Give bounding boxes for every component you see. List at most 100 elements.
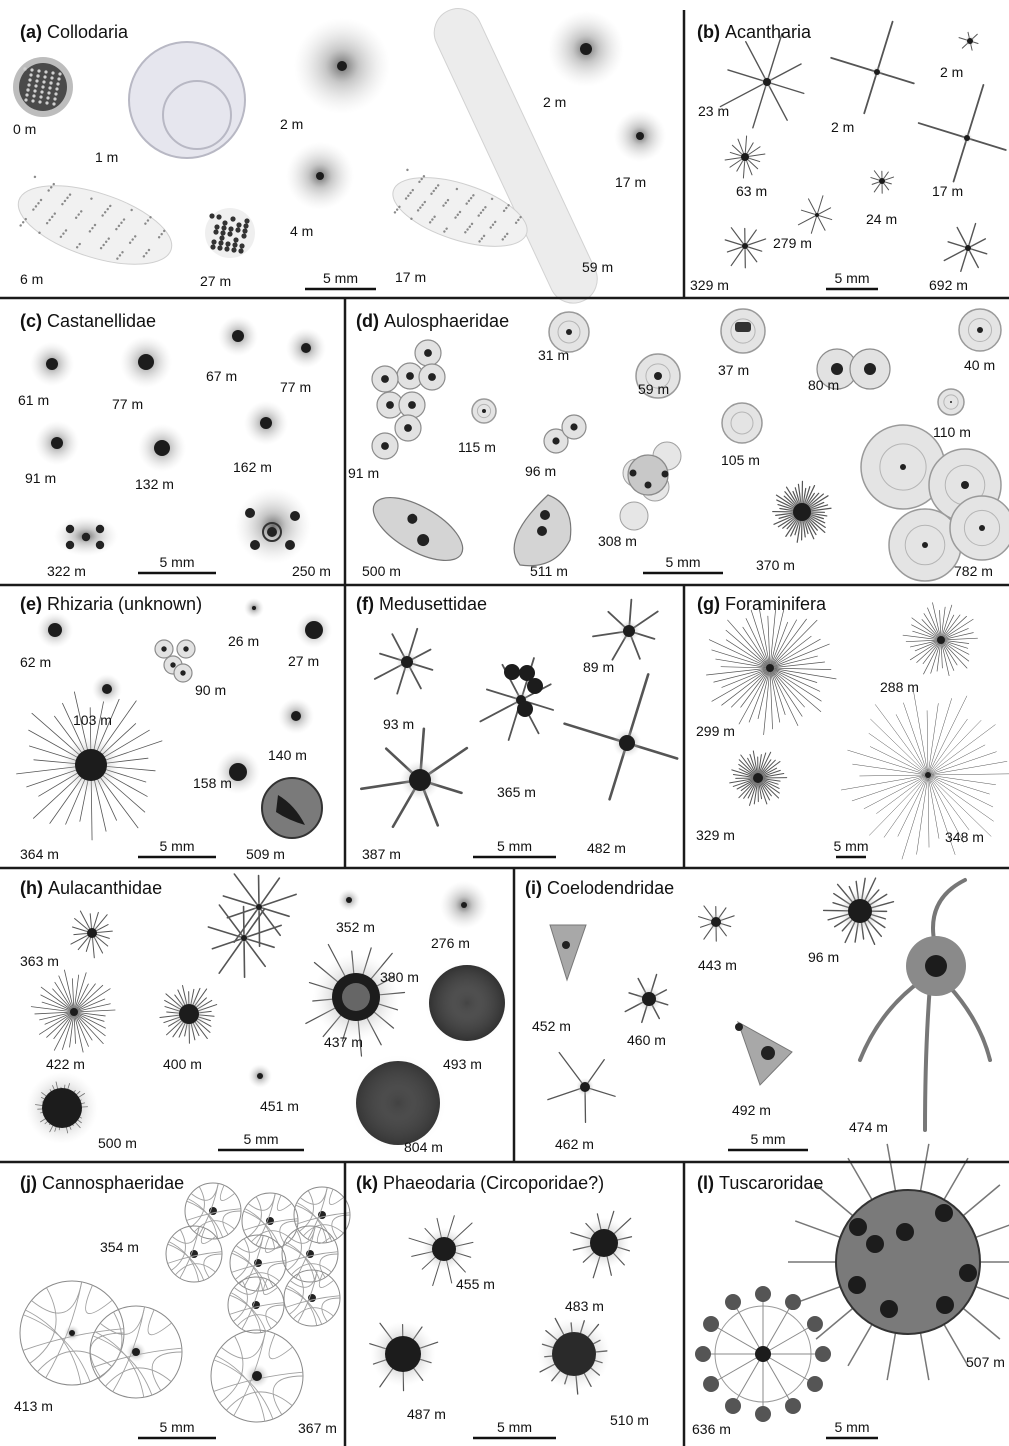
scale-bar-label: 5 mm	[160, 554, 195, 570]
scale-bar-label: 5 mm	[497, 838, 532, 854]
organism	[392, 168, 528, 247]
organism	[207, 904, 282, 979]
organism	[305, 943, 406, 1057]
depth-label: 348 m	[945, 829, 984, 845]
organism	[902, 602, 978, 677]
organism	[293, 1186, 351, 1244]
panel-letter: (d)	[356, 311, 379, 331]
panel-letter: (c)	[20, 311, 42, 331]
depth-label: 363 m	[20, 953, 59, 969]
organism	[286, 328, 326, 368]
depth-label: 27 m	[200, 273, 231, 289]
organism	[128, 41, 246, 159]
organism	[937, 388, 965, 416]
panel-name: Aulacanthidae	[48, 878, 162, 898]
organism	[870, 170, 895, 194]
depth-label: 443 m	[698, 957, 737, 973]
panel-name: Foraminifera	[725, 594, 827, 614]
depth-label: 509 m	[246, 846, 285, 862]
panel-letter: (j)	[20, 1173, 37, 1193]
depth-label: 370 m	[756, 557, 795, 573]
organism	[888, 508, 962, 582]
depth-label: 487 m	[407, 1406, 446, 1422]
panel-name: Medusettidae	[379, 594, 487, 614]
depth-label: 40 m	[964, 357, 995, 373]
depth-label: 507 m	[966, 1354, 1005, 1370]
depth-label: 500 m	[98, 1135, 137, 1151]
organism	[425, 961, 509, 1045]
panel-letter: (l)	[697, 1173, 714, 1193]
organism	[372, 496, 464, 562]
organism	[479, 657, 554, 741]
depth-label: 482 m	[587, 840, 626, 856]
panel-name: Rhizaria (unknown)	[47, 594, 202, 614]
panel-title: (i) Coelodendridae	[525, 878, 674, 898]
organism	[126, 1342, 146, 1362]
depth-label: 437 m	[324, 1034, 363, 1050]
depth-label: 80 m	[808, 377, 839, 393]
organism	[244, 401, 288, 445]
depth-label: 162 m	[233, 459, 272, 475]
organism	[471, 398, 497, 424]
depth-label: 276 m	[431, 935, 470, 951]
organism	[958, 308, 1002, 352]
organism	[788, 1143, 1009, 1381]
depth-label: 132 m	[135, 476, 174, 492]
depth-label: 510 m	[610, 1412, 649, 1428]
panel-name: Collodaria	[47, 22, 129, 42]
organism	[13, 57, 73, 117]
depth-label: 6 m	[20, 271, 43, 287]
organism	[37, 612, 73, 648]
organism	[30, 342, 74, 386]
depth-label: 451 m	[260, 1098, 299, 1114]
depth-label: 636 m	[692, 1421, 731, 1437]
depth-label: 110 m	[933, 424, 971, 440]
organism	[373, 627, 434, 695]
organism	[949, 495, 1009, 561]
organism	[286, 142, 354, 210]
panel-letter: (b)	[697, 22, 720, 42]
panel-title: (f) Medusettidae	[356, 594, 487, 614]
organism	[26, 1072, 98, 1144]
organism	[729, 750, 788, 806]
panel-letter: (g)	[697, 594, 720, 614]
organism	[248, 1064, 272, 1088]
organism	[408, 1215, 474, 1287]
depth-label: 115 m	[458, 439, 496, 455]
organism	[698, 905, 735, 942]
organism	[296, 612, 332, 648]
organism	[547, 1051, 616, 1124]
depth-label: 17 m	[615, 174, 646, 190]
organism	[513, 494, 572, 567]
depth-label: 90 m	[195, 682, 226, 698]
depth-label: 288 m	[880, 679, 919, 695]
panel-name: Tuscaroridae	[719, 1173, 823, 1193]
depth-label: 279 m	[773, 235, 812, 251]
depth-label: 31 m	[538, 347, 569, 363]
depth-label: 158 m	[193, 775, 232, 791]
organism	[369, 1321, 439, 1392]
panel-letter: (a)	[20, 22, 42, 42]
depth-label: 91 m	[25, 470, 56, 486]
organism	[165, 1225, 223, 1283]
depth-label: 0 m	[13, 121, 36, 137]
organism	[619, 441, 682, 531]
depth-label: 511 m	[530, 563, 568, 579]
depth-label: 455 m	[456, 1276, 495, 1292]
depth-label: 61 m	[18, 392, 49, 408]
organism	[30, 969, 116, 1053]
depth-label: 2 m	[280, 116, 303, 132]
organism-layer	[13, 8, 1009, 1423]
panel-letter: (f)	[356, 594, 374, 614]
depth-label: 24 m	[866, 211, 897, 227]
depth-label: 67 m	[206, 368, 237, 384]
organism	[245, 1364, 269, 1388]
depth-label: 63 m	[736, 183, 767, 199]
depth-label: 460 m	[627, 1032, 666, 1048]
depth-label: 492 m	[732, 1102, 771, 1118]
depth-label: 364 m	[20, 846, 59, 862]
depth-label: 380 m	[380, 969, 419, 985]
organism	[205, 208, 255, 258]
scale-bar-label: 5 mm	[323, 270, 358, 286]
scale-bar-label: 5 mm	[160, 838, 195, 854]
